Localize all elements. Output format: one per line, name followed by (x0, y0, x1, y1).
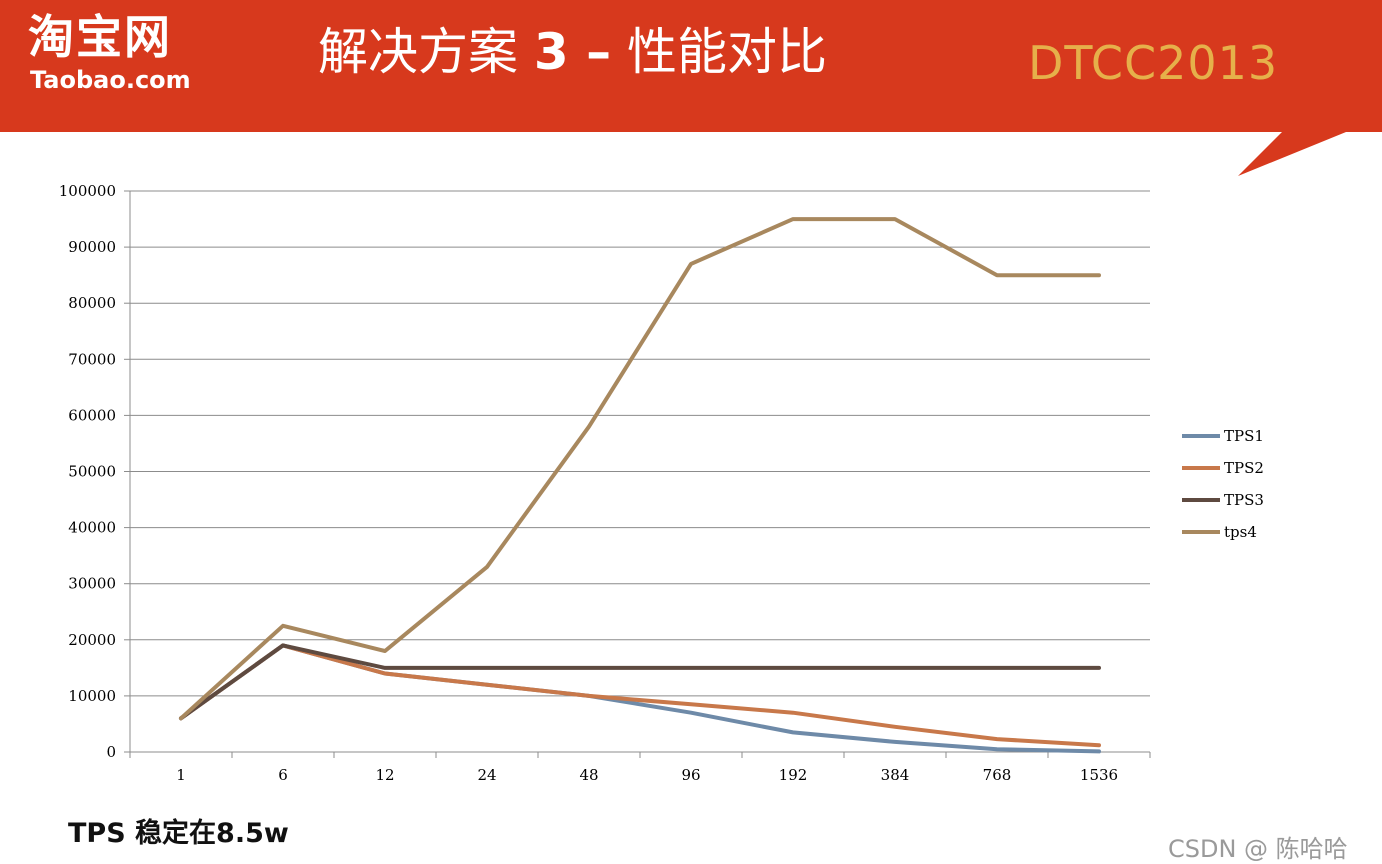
x-tick-label: 96 (681, 766, 700, 784)
slide-title-number: 3 – (533, 23, 612, 81)
legend-label-tps1: TPS1 (1224, 427, 1264, 445)
slide-title-prefix: 解决方案 (318, 23, 534, 81)
footnote-text: TPS 稳定在8.5w (68, 818, 289, 849)
slide-title-suffix: 性能对比 (611, 23, 828, 81)
y-tick-label: 0 (106, 743, 116, 761)
y-tick-label: 20000 (68, 631, 116, 649)
series-line-tps3 (179, 643, 1101, 721)
y-tick-label: 90000 (68, 238, 116, 256)
y-tick-label: 10000 (68, 687, 116, 705)
header-tail-shape (1238, 132, 1346, 176)
y-tick-label: 50000 (68, 463, 116, 481)
taobao-logo: 淘宝网 Taobao.com (22, 10, 242, 100)
logo-cn-text: 淘宝网 (28, 10, 172, 64)
x-tick-label: 1536 (1080, 766, 1118, 784)
y-tick-label: 30000 (68, 575, 116, 593)
x-tick-label: 192 (779, 766, 808, 784)
y-tick-label: 80000 (68, 294, 116, 312)
series-line-tps2 (179, 643, 1101, 748)
x-tick-label: 24 (477, 766, 496, 784)
x-tick-label: 768 (983, 766, 1012, 784)
x-tick-label: 1 (176, 766, 186, 784)
header-bar (0, 0, 1382, 132)
x-tick-label: 384 (881, 766, 910, 784)
series-line-tps4 (179, 217, 1101, 721)
csdn-watermark: CSDN @ 陈哈哈 (1168, 835, 1348, 863)
legend-label-tps3: TPS3 (1224, 491, 1264, 509)
x-tick-label: 12 (375, 766, 394, 784)
y-tick-label: 40000 (68, 519, 116, 537)
x-tick-label: 48 (579, 766, 598, 784)
logo-en-text: Taobao.com (30, 66, 191, 94)
legend-label-tps4: tps4 (1224, 523, 1257, 541)
slide-title: 解决方案 3 – 性能对比 (318, 22, 827, 82)
y-tick-label: 100000 (59, 182, 116, 200)
x-tick-label: 6 (278, 766, 288, 784)
legend-label-tps2: TPS2 (1224, 459, 1264, 477)
conference-label: DTCC2013 (1028, 36, 1279, 90)
y-tick-label: 60000 (68, 406, 116, 424)
y-tick-label: 70000 (68, 350, 116, 368)
